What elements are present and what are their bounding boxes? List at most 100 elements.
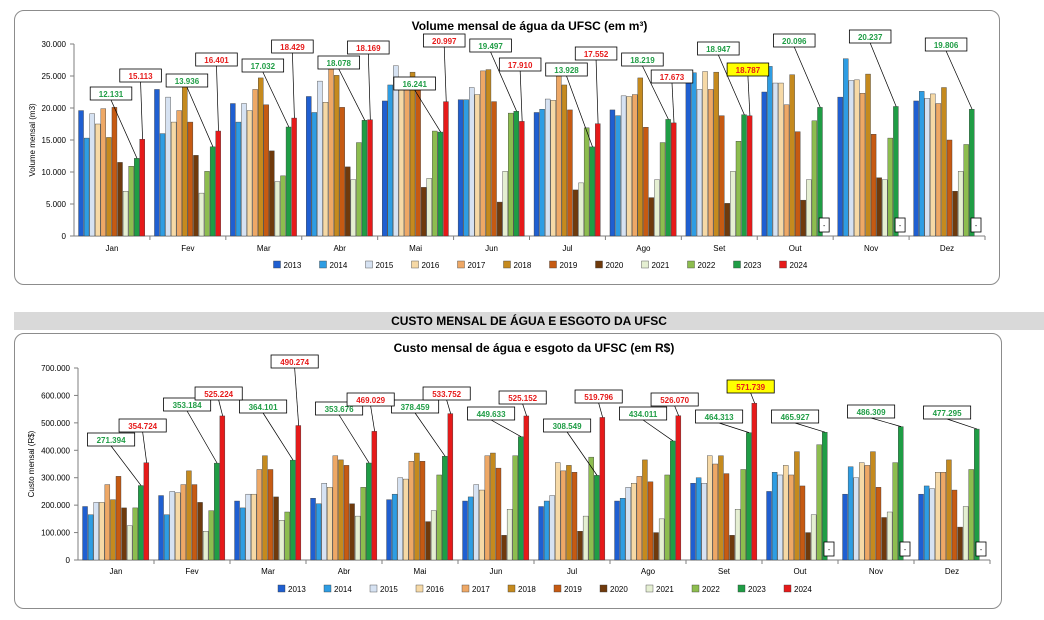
bar-2019-abr [343,465,350,561]
bar-2017-set [707,89,714,237]
bar-2014-jan [87,514,94,561]
legend-swatch-2024 [779,260,787,269]
bar-2022-jun [508,112,514,237]
data-label-2024: - [980,547,983,554]
bar-2015-mai [397,477,403,561]
chart-title: Custo mensal de água e esgoto da UFSC (e… [394,341,675,355]
bar-2015-jun [469,87,475,237]
bar-2019-ago [643,126,649,237]
data-label-box-2023 [89,86,133,101]
legend-label-2023: 2023 [748,585,766,594]
bar-2017-jan [100,108,106,237]
label-leader-2024 [747,75,751,116]
legend-swatch-2024 [783,584,792,593]
bar-2013-fev [158,495,164,561]
x-tick-label: Mai [414,567,427,576]
data-label-box-2023 [695,409,744,424]
bar-2018-mar [258,77,264,237]
x-tick-label: Abr [333,244,346,253]
bar-2022-jan [132,507,138,561]
bar-2023-out [822,432,828,561]
x-tick-label: Out [789,244,803,253]
data-label-box-2024 [422,386,471,401]
bar-2013-set [690,483,696,561]
bar-2014-jan [83,137,90,237]
empty-label-box-2024 [899,541,911,557]
bar-2014-jul [543,500,550,561]
y-tick-label: 0 [66,556,71,565]
data-label-box-2023 [241,58,285,73]
x-tick-label: Mar [261,567,275,576]
bar-2022-abr [356,142,362,237]
data-label-box-2024 [119,68,162,83]
legend-label-2019: 2019 [560,261,578,270]
bar-2016-mar [251,493,257,561]
bar-2013-jun [457,99,464,237]
legend-label-2022: 2022 [698,261,716,270]
data-label-2024: 490.274 [280,358,309,367]
bar-2015-fev [165,96,171,237]
label-leader-2023 [793,46,821,108]
data-label-2023: 19.497 [478,42,503,51]
bar-2013-out [761,91,767,237]
bar-2024-jun [523,415,530,561]
label-leader-2023 [490,419,522,437]
bar-2017-fev [176,110,182,237]
bar-2024-ago [675,415,682,561]
label-leader-2023 [186,86,214,147]
bar-2019-fev [191,484,198,561]
bar-2018-dez [946,459,952,561]
bar-2014-set [695,477,702,561]
data-label-box-2024 [118,418,167,433]
data-label-box-2023 [239,399,288,414]
bar-2017-ago [632,94,638,237]
bar-2022-mai [436,474,442,561]
bar-2020-jun [496,201,503,237]
bar-2021-mar [278,520,285,561]
bar-2018-ago [642,459,648,561]
bar-2016-nov [854,79,860,237]
data-label-2024: 18.787 [736,66,761,75]
data-label-2023: 19.806 [934,41,959,50]
bar-2014-mar [239,507,246,561]
bar-2018-set [718,455,724,561]
bar-2018-mai [409,71,416,237]
data-label-2024: 17.673 [660,73,685,82]
y-tick-label: 5.000 [46,200,67,209]
bar-2019-mar [263,104,269,237]
legend-swatch-2014 [323,584,332,593]
bar-2017-ago [636,476,643,561]
bar-2019-mai [419,461,426,561]
bar-2019-ago [647,481,654,561]
bar-2016-jan [99,502,105,561]
bar-2020-out [805,532,811,561]
label-leader-2024 [446,399,451,414]
label-leader-2024 [598,402,603,418]
bar-2023-mar [290,459,296,561]
legend-swatch-2021 [641,260,649,269]
data-label-box-2023 [163,397,212,412]
bar-2020-ago [648,197,655,237]
bar-2022-jan [128,166,134,237]
legend-swatch-2018 [507,584,516,593]
x-tick-label: Ago [641,567,656,576]
x-tick-label: Jan [110,567,123,576]
label-leader-2024 [367,53,371,120]
bar-2015-jan [93,502,99,561]
label-leader-2023 [869,42,897,107]
bar-2018-jun [490,452,496,561]
bar-2016-jun [479,489,485,561]
label-leader-2024 [443,46,447,102]
legend-label-2019: 2019 [564,585,582,594]
bar-2018-jan [106,137,112,237]
bar-2018-jan [110,499,116,561]
bar-2017-jun [480,70,486,237]
data-label-box-2023 [619,406,668,421]
bar-2013-fev [154,89,160,237]
x-tick-label: Jul [562,244,572,253]
bar-2021-set [730,171,736,237]
bar-2021-fev [198,192,205,237]
data-label-2023: 17.032 [251,62,276,71]
bar-2024-mai [447,413,454,561]
data-label-2024: 526.070 [660,396,689,405]
